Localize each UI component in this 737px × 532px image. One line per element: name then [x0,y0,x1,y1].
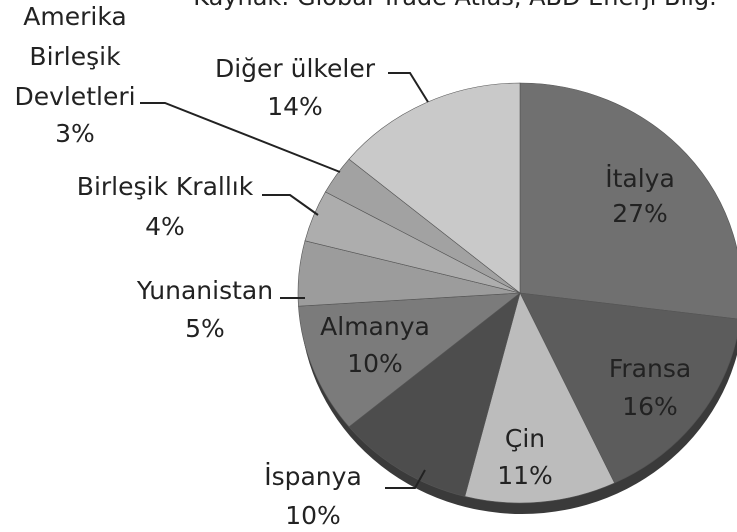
pie-slice [298,292,521,428]
pie-slice [519,82,737,320]
slice-value-label: 16% [622,392,678,421]
slice-value-label: 27% [612,199,668,228]
slice-label: Fransa [609,354,691,383]
pie-slice [348,292,521,497]
slice-value-label: 11% [497,461,553,490]
slice-value-label: 4% [145,212,185,241]
slice-label: İtalya [605,164,675,193]
leader-line [388,72,429,103]
leader-line [140,102,341,173]
pie-slice [348,82,521,294]
slices [297,82,737,504]
slice-label: İspanya [264,462,362,491]
slice-label: Birleşik Krallık [77,172,254,201]
slice-label: Amerika Birleşik Devletleri [14,2,135,111]
slice-value-label: 5% [185,314,225,343]
pie-slice [464,292,615,504]
slice-label: Çin [505,424,545,453]
slice-value-label: 14% [267,92,323,121]
slice-value-label: 10% [285,501,341,530]
leader-line [385,469,426,489]
slice-label: Yunanistan [136,276,273,305]
slice-value-label: 10% [347,349,403,378]
slice-label: Diğer ülkeler [215,54,376,83]
slice-value-label: 3% [55,119,95,148]
chart-subtitle: Kaynak: Global Trade Atlas, ABD Enerji B… [193,0,716,11]
slice-label: Almanya [320,312,430,341]
leader-line [262,194,319,216]
